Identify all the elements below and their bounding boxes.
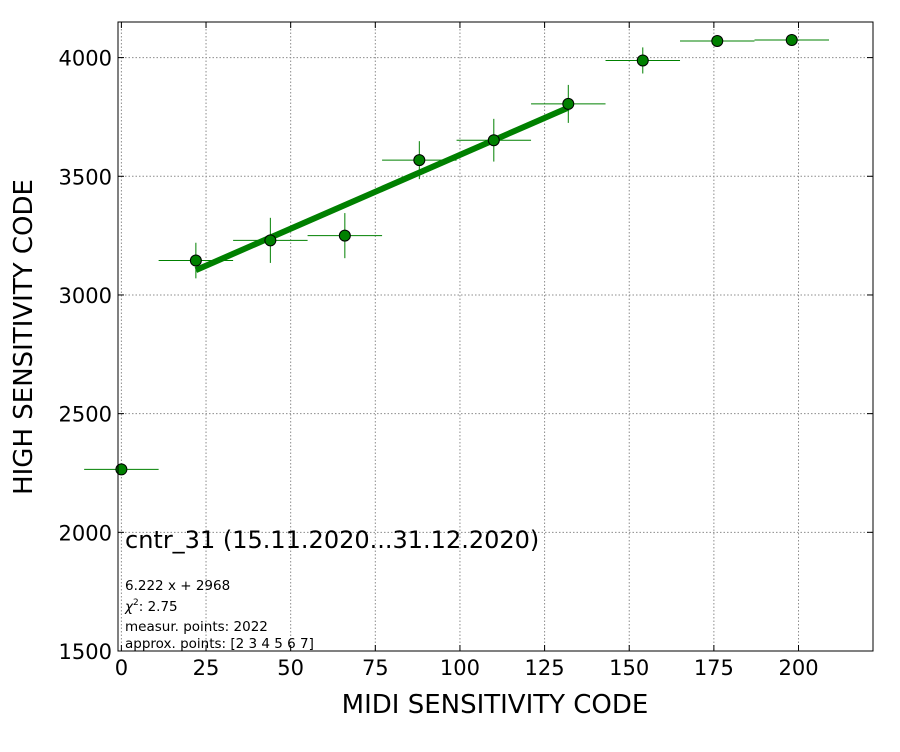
data-point	[189, 254, 202, 267]
fit-equation: 6.222 x + 2968	[125, 578, 230, 594]
data-point	[785, 34, 798, 47]
grid	[118, 22, 873, 652]
x-tick-label: 150	[609, 656, 649, 680]
approx-points: approx. points: [2 3 4 5 6 7]	[125, 636, 314, 652]
chi-value: : 2.75	[139, 599, 178, 615]
data-point	[338, 229, 351, 242]
chi-symbol: χ	[124, 599, 134, 615]
y-tick-label: 3000	[59, 284, 112, 308]
y-tick-label: 3500	[59, 165, 112, 189]
x-tick-label: 75	[362, 656, 389, 680]
y-tick-label: 4000	[59, 47, 112, 71]
dataset-label: cntr_31 (15.11.2020...31.12.2020)	[125, 526, 539, 554]
x-tick-label: 200	[778, 656, 818, 680]
y-tick-label: 2000	[59, 521, 112, 545]
y-tick-label: 2500	[59, 403, 112, 427]
data-point	[562, 97, 575, 110]
x-tick-label: 0	[115, 656, 128, 680]
data-point	[711, 34, 724, 47]
data-point	[413, 154, 426, 167]
axis-ticks: 0 25 50 75 100 125 150 175 200 1500 2000 2500 3000 35…	[59, 22, 873, 680]
data-point	[115, 463, 128, 476]
x-tick-label: 25	[193, 656, 220, 680]
fit-layer	[194, 104, 570, 273]
plot-frame	[117, 21, 874, 652]
fit-line	[194, 104, 570, 273]
x-tick-label: 175	[694, 656, 734, 680]
x-tick-label: 100	[440, 656, 480, 680]
x-axis-label: MIDI SENSITIVITY CODE	[342, 690, 649, 720]
data-point	[636, 54, 649, 67]
x-tick-label: 50	[277, 656, 304, 680]
y-axis-label: HIGH SENSITIVITY CODE	[9, 179, 39, 495]
measur-points: measur. points: 2022	[125, 619, 268, 635]
data-point	[264, 234, 277, 247]
x-tick-label: 125	[525, 656, 565, 680]
data-points	[115, 34, 798, 476]
chi-square-label: χ2: 2.75	[124, 598, 178, 615]
chi-superscript: 2	[133, 598, 139, 608]
y-tick-label: 1500	[59, 640, 112, 664]
data-point	[487, 134, 500, 147]
